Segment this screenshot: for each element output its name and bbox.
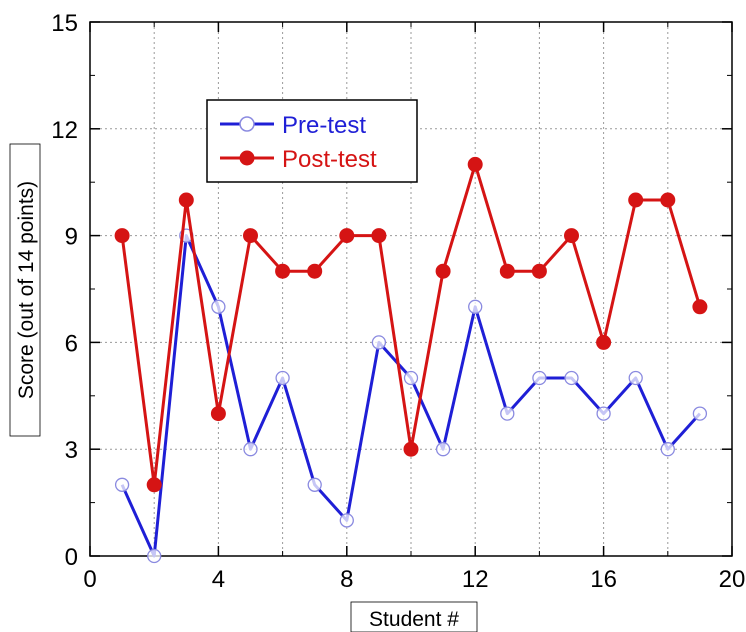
data-point-post-test (339, 228, 355, 244)
series-layer (114, 156, 708, 564)
data-point-post-test (178, 192, 194, 208)
data-point-post-test (307, 263, 323, 279)
x-tick-label: 0 (83, 566, 96, 593)
data-point-pre-test (500, 406, 515, 421)
data-point-pre-test (371, 335, 387, 350)
x-tick-label: 4 (212, 566, 225, 593)
data-point-pre-test (339, 513, 354, 528)
legend-box (206, 99, 418, 183)
y-tick-label: 9 (65, 224, 78, 251)
y-tick-label: 3 (65, 437, 78, 464)
legend-entry-post-test: Post-test (220, 146, 377, 173)
x-tick-label: 8 (340, 566, 353, 593)
data-point-pre-test (532, 370, 547, 386)
data-point-pre-test (275, 370, 290, 386)
data-point-pre-test (147, 548, 162, 564)
data-point-post-test (114, 228, 130, 244)
data-point-pre-test (403, 370, 419, 386)
y-tick-label: 15 (51, 10, 78, 37)
x-axis-tick-labels: 0 4 8 12 16 20 (83, 566, 745, 593)
data-point-pre-test (596, 406, 611, 421)
data-point-pre-test (307, 477, 322, 492)
data-point-post-test (660, 192, 676, 208)
legend-label-pre-test: Pre-test (282, 112, 366, 139)
data-point-pre-test (692, 406, 708, 421)
data-point-post-test (499, 263, 515, 279)
y-tick-label: 12 (51, 117, 78, 144)
x-tick-label: 16 (590, 566, 617, 593)
legend-label-post-test: Post-test (282, 146, 377, 173)
x-tick-label: 12 (462, 566, 489, 593)
data-point-post-test (403, 441, 419, 457)
x-tick-label: 20 (719, 566, 746, 593)
legend-entry-pre-test: Pre-test (220, 112, 366, 139)
data-point-post-test (243, 228, 258, 244)
y-tick-label: 0 (65, 544, 78, 571)
data-point-pre-test (564, 370, 579, 386)
data-point-post-test (371, 228, 387, 244)
data-point-pre-test (660, 442, 675, 457)
data-point-pre-test (114, 477, 130, 492)
axis-ticks (89, 21, 733, 557)
data-point-pre-test (211, 299, 226, 314)
series-post-test (114, 156, 708, 493)
data-point-post-test (628, 192, 644, 208)
data-point-pre-test (628, 370, 643, 386)
x-axis-title: Student # (369, 608, 459, 631)
data-point-post-test (210, 406, 226, 422)
legend: Pre-test Post-test (206, 99, 418, 183)
y-axis-title: Score (out of 14 points) (15, 181, 38, 399)
data-point-pre-test (243, 442, 258, 457)
data-point-pre-test (468, 299, 483, 314)
data-point-post-test (564, 228, 579, 244)
data-point-post-test (435, 263, 451, 279)
y-axis-title-box (9, 143, 41, 437)
y-axis-tick-labels: 0 3 6 9 12 15 (51, 10, 78, 571)
data-point-pre-test (435, 442, 451, 457)
data-point-post-test (596, 334, 612, 350)
data-point-post-test (531, 263, 547, 279)
data-point-post-test (146, 477, 162, 493)
x-axis-title-box (350, 601, 478, 632)
y-tick-label: 6 (65, 330, 78, 357)
series-pre-test (114, 228, 708, 564)
data-point-post-test (275, 263, 291, 279)
grid-lines (90, 22, 732, 556)
data-point-post-test (692, 299, 708, 315)
data-point-post-test (467, 156, 483, 172)
